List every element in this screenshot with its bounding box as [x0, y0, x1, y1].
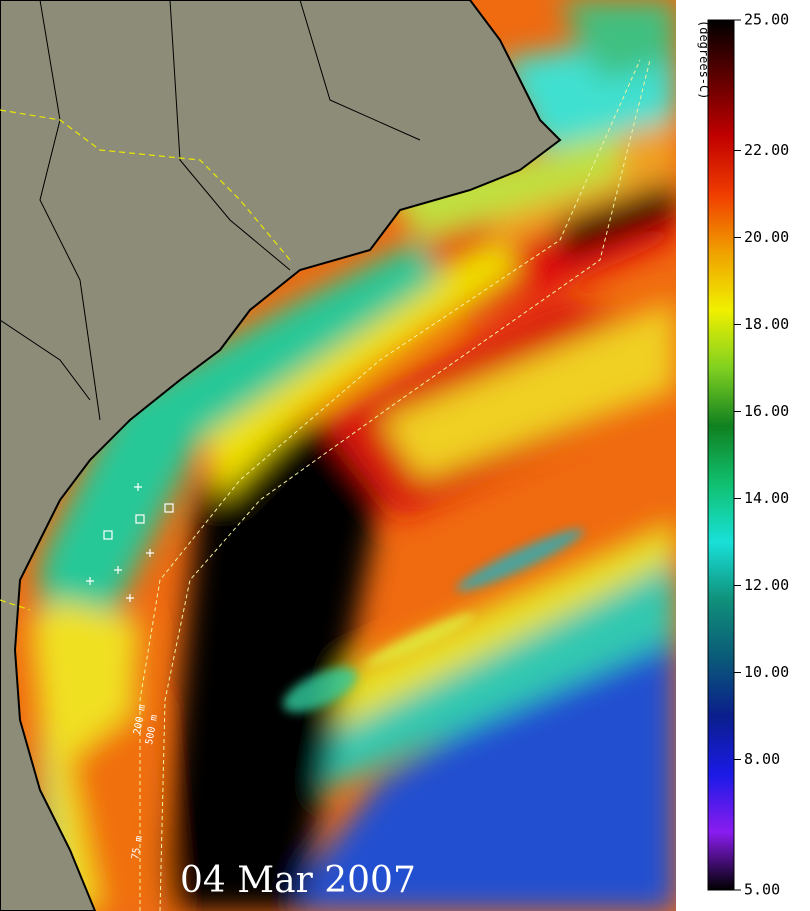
colorbar-tick-label: 10.00 [744, 663, 789, 681]
station-markers [86, 483, 174, 602]
land [0, 0, 562, 911]
colorbar-tick-label: 25.00 [744, 11, 789, 29]
map: 200 m 500 m 75 m 04 Mar 2007 [0, 0, 676, 911]
temperature-field [30, 0, 676, 911]
colorbar-tick-label: 20.00 [744, 228, 789, 246]
colorbar-tick-label: 8.00 [744, 750, 780, 768]
contour-label: 200 m [132, 704, 148, 736]
clouds [283, 529, 584, 713]
contour-label: 75 m [130, 835, 145, 861]
colorbar-tick-label: 18.00 [744, 315, 789, 333]
colorbar-tick-label: 12.00 [744, 576, 789, 594]
state-borders [0, 0, 421, 421]
colorbar-label: (degrees-C) [697, 20, 711, 99]
colorbar [707, 19, 735, 891]
colorbar-tick-label: 5.00 [744, 881, 780, 899]
contour-label: 500 m [144, 714, 160, 746]
colorbar-tick-label: 22.00 [744, 141, 789, 159]
date-label: 04 Mar 2007 [180, 860, 416, 901]
isobaths [139, 59, 651, 911]
colorbar-tick-label: 14.00 [744, 489, 789, 507]
colorbar-tick-label: 16.00 [744, 402, 789, 420]
state-lines [0, 109, 291, 611]
